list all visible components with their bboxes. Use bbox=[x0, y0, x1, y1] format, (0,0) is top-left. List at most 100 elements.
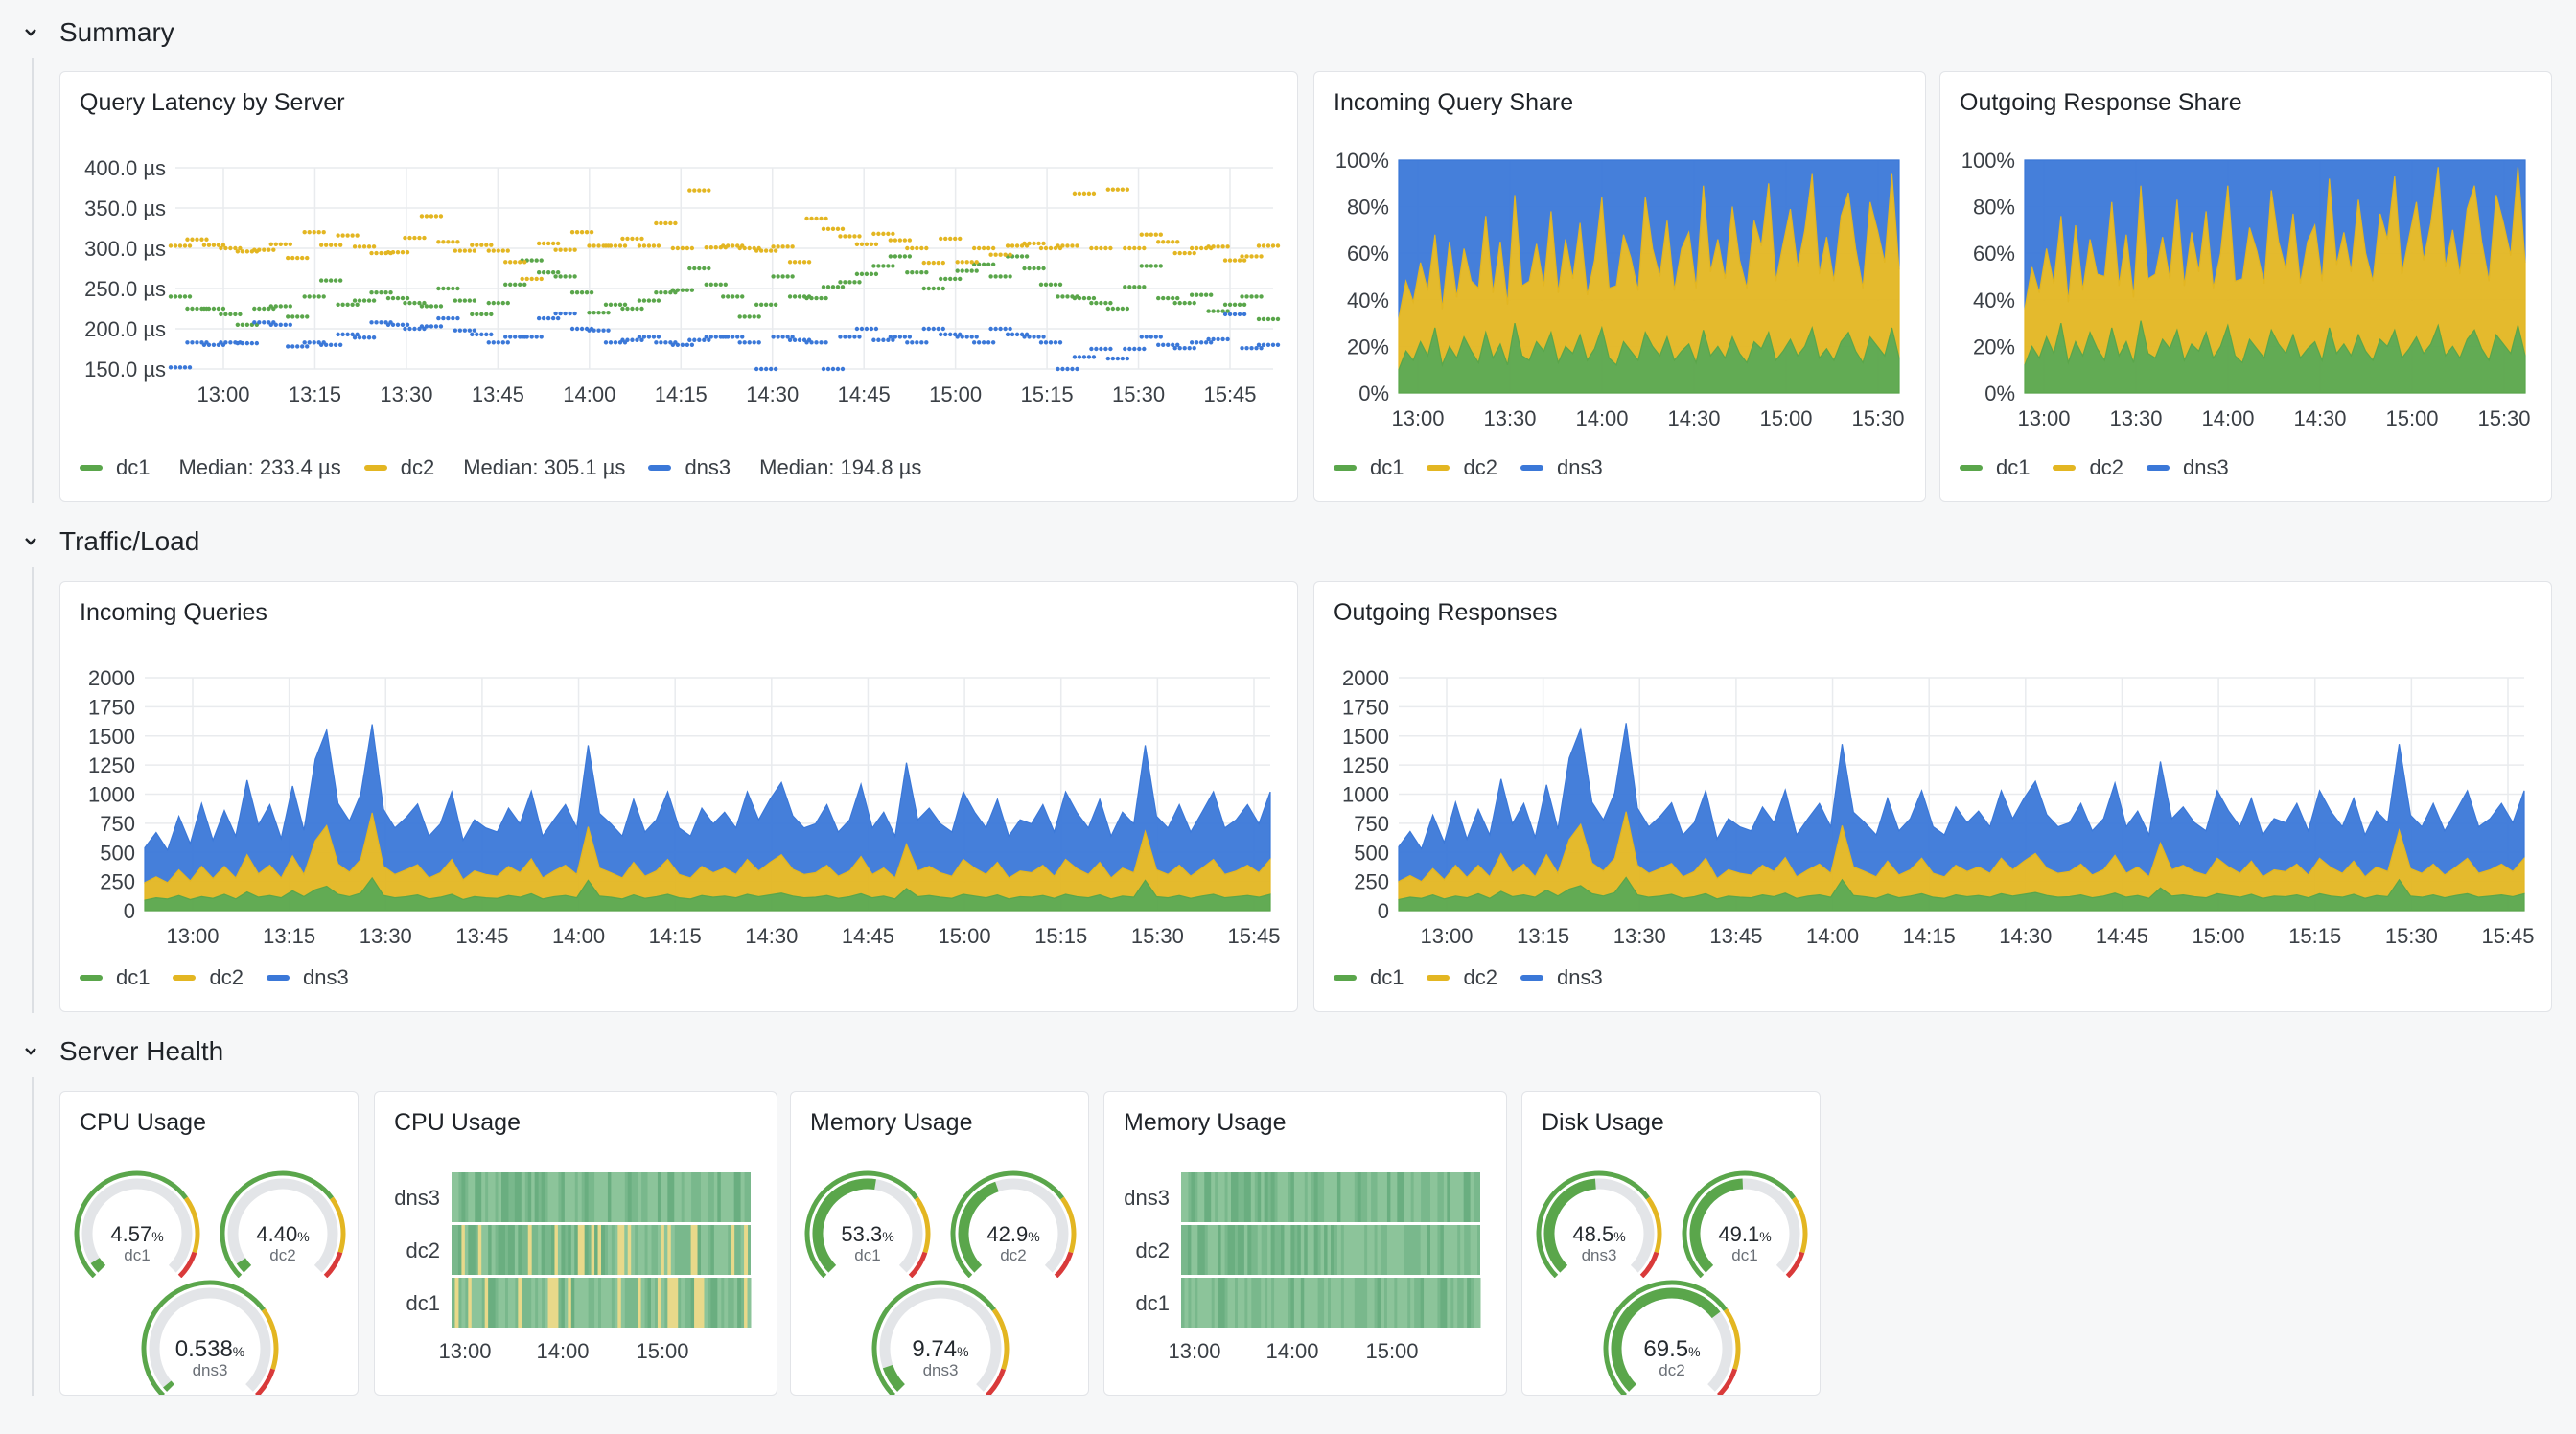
legend-item-dc1[interactable]: dc1 bbox=[1960, 455, 2030, 480]
legend-item-dns3[interactable]: dns3 bbox=[1520, 455, 1603, 480]
row-header-summary[interactable]: Summary bbox=[19, 13, 174, 52]
scatter-point-dc2 bbox=[974, 260, 979, 265]
x-tick-label: 15:15 bbox=[1021, 382, 1074, 406]
heatmap-cell bbox=[1463, 1172, 1468, 1222]
scatter-point-dc1 bbox=[1032, 266, 1036, 271]
panel-cpu-gauges[interactable]: CPU Usage 4.57% dc1 4.40% dc2 0.538% dns3 bbox=[59, 1091, 359, 1396]
scatter-point-dc1 bbox=[635, 306, 639, 312]
row-header-traffic[interactable]: Traffic/Load bbox=[19, 522, 199, 561]
gauge-threshold-green bbox=[141, 1280, 266, 1395]
panel-memory-gauges[interactable]: Memory Usage 53.3% dc1 42.9% dc2 9.74% dns3 bbox=[790, 1091, 1089, 1396]
legend-item-dc2[interactable]: dc2 Median: 305.1 µs bbox=[363, 455, 625, 480]
panel-cpu-heatmap[interactable]: CPU Usage dns3 dc2 dc1 13:00 14:00 15:00 bbox=[374, 1091, 777, 1396]
panel-title: Incoming Queries bbox=[80, 599, 267, 626]
scatter-point-dns3 bbox=[1227, 312, 1233, 317]
heatmap-cell bbox=[620, 1172, 625, 1222]
heatmap-row-label: dns3 bbox=[394, 1186, 440, 1210]
scatter-point-dc2 bbox=[838, 234, 843, 239]
scatter-point-dc2 bbox=[847, 234, 852, 239]
scatter-point-dc1 bbox=[328, 278, 334, 283]
scatter-point-dc2 bbox=[553, 247, 558, 252]
legend-item-dns3[interactable]: dns3 bbox=[266, 965, 349, 990]
panel-incoming-query-share[interactable]: Incoming Query Share 100% 80% 60% 40% 20% 0% 1… bbox=[1313, 71, 1926, 502]
x-tick-label: 15:45 bbox=[2481, 924, 2534, 946]
scatter-point-dns3 bbox=[876, 337, 881, 342]
row-header-health[interactable]: Server Health bbox=[19, 1032, 223, 1071]
x-tick-label: 13:30 bbox=[1483, 406, 1536, 430]
heatmap-cell bbox=[1277, 1172, 1282, 1222]
legend-item-dc1[interactable]: dc1 bbox=[1334, 455, 1404, 480]
heatmap-cell bbox=[541, 1172, 545, 1222]
panel-query-latency[interactable]: Query Latency by Server 400.0 µs 350.0 µs… bbox=[59, 71, 1298, 502]
gauge-threshold-red bbox=[254, 1368, 276, 1395]
legend-item-dc2[interactable]: dc2 bbox=[173, 965, 244, 990]
panel-outgoing-responses[interactable]: Outgoing Responses 2000 1750 1500 1250 1000 7… bbox=[1313, 581, 2552, 1012]
y-tick-label: 20% bbox=[1973, 335, 2015, 358]
heatmap-cell bbox=[694, 1225, 699, 1275]
panel-incoming-queries[interactable]: Incoming Queries 2000 1750 1500 1250 1000 750… bbox=[59, 581, 1298, 1012]
scatter-point-dns3 bbox=[1240, 345, 1244, 351]
heatmap-cell bbox=[1350, 1278, 1355, 1328]
scatter-point-dc2 bbox=[886, 231, 891, 237]
scatter-point-dns3 bbox=[809, 340, 814, 345]
gauge-track bbox=[879, 1287, 1002, 1392]
scatter-point-dc2 bbox=[721, 243, 726, 248]
scatter-point-dc2 bbox=[924, 245, 929, 251]
scatter-point-dc1 bbox=[238, 312, 243, 317]
scatter-point-dc2 bbox=[1091, 191, 1097, 197]
scatter-point-dc1 bbox=[1036, 266, 1041, 271]
scatter-point-dc1 bbox=[646, 298, 652, 303]
legend-item-dc1[interactable]: dc1 bbox=[1334, 965, 1404, 990]
y-tick-label: 1000 bbox=[1342, 783, 1389, 807]
heatmap-cell bbox=[727, 1172, 731, 1222]
heatmap-cell bbox=[1390, 1172, 1395, 1222]
scatter-point-dc1 bbox=[534, 258, 539, 263]
heatmap-cell bbox=[1393, 1225, 1398, 1275]
scatter-point-dns3 bbox=[475, 332, 479, 337]
scatter-point-dc2 bbox=[536, 241, 542, 246]
legend-item-dns3[interactable]: dns3 Median: 194.8 µs bbox=[648, 455, 921, 480]
scatter-point-dns3 bbox=[596, 328, 601, 333]
scatter-point-dns3 bbox=[864, 326, 870, 332]
heatmap-cell bbox=[475, 1278, 479, 1328]
scatter-point-dc1 bbox=[869, 271, 874, 277]
heatmap-cell bbox=[717, 1172, 722, 1222]
scatter-point-dc2 bbox=[713, 244, 718, 250]
legend-item-dc2[interactable]: dc2 bbox=[1427, 965, 1497, 990]
heatmap-cell bbox=[640, 1225, 645, 1275]
scatter-point-dns3 bbox=[675, 342, 681, 347]
scatter-point-dc1 bbox=[847, 280, 852, 285]
heatmap-cell bbox=[545, 1278, 549, 1328]
legend-item-dc1[interactable]: dc1 bbox=[80, 965, 150, 990]
scatter-point-dc2 bbox=[1008, 252, 1012, 257]
area-series-dc1 bbox=[1398, 322, 1900, 394]
scatter-point-dc2 bbox=[840, 226, 846, 232]
legend-item-dc2[interactable]: dc2 bbox=[2053, 455, 2123, 480]
scatter-point-dns3 bbox=[336, 332, 340, 337]
scatter-point-dns3 bbox=[1161, 342, 1166, 347]
heatmap-cell bbox=[1386, 1278, 1391, 1328]
scatter-point-dns3 bbox=[374, 320, 379, 325]
scatter-point-dc2 bbox=[1014, 243, 1020, 248]
scatter-point-dc2 bbox=[486, 248, 491, 253]
legend-item-dc2[interactable]: dc2 bbox=[1427, 455, 1497, 480]
panel-outgoing-response-share[interactable]: Outgoing Response Share 100% 80% 60% 40% 20%… bbox=[1939, 71, 2552, 502]
x-tick-label: 14:00 bbox=[1575, 406, 1628, 430]
scatter-point-dc2 bbox=[1240, 254, 1244, 259]
scatter-point-dns3 bbox=[491, 340, 496, 345]
scatter-point-dc1 bbox=[1256, 316, 1262, 322]
scatter-point-dns3 bbox=[1081, 355, 1087, 359]
legend-item-dns3[interactable]: dns3 bbox=[2146, 455, 2229, 480]
legend-item-dns3[interactable]: dns3 bbox=[1520, 965, 1603, 990]
scatter-point-dc1 bbox=[1038, 282, 1044, 287]
heatmap-cell bbox=[701, 1278, 705, 1328]
scatter-point-dns3 bbox=[177, 365, 183, 370]
panel-disk-gauges[interactable]: Disk Usage 48.5% dns3 49.1% dc1 69.5% dc2 bbox=[1521, 1091, 1821, 1396]
scatter-point-dc1 bbox=[943, 276, 948, 282]
panel-memory-heatmap[interactable]: Memory Usage dns3 dc2 dc1 13:00 14:00 15:00 bbox=[1103, 1091, 1507, 1396]
scatter-point-dns3 bbox=[385, 322, 391, 327]
heatmap-cell bbox=[601, 1225, 605, 1275]
heatmap-cell bbox=[1191, 1225, 1195, 1275]
scatter-point-dc1 bbox=[859, 271, 865, 277]
legend-item-dc1[interactable]: dc1 Median: 233.4 µs bbox=[80, 455, 341, 480]
